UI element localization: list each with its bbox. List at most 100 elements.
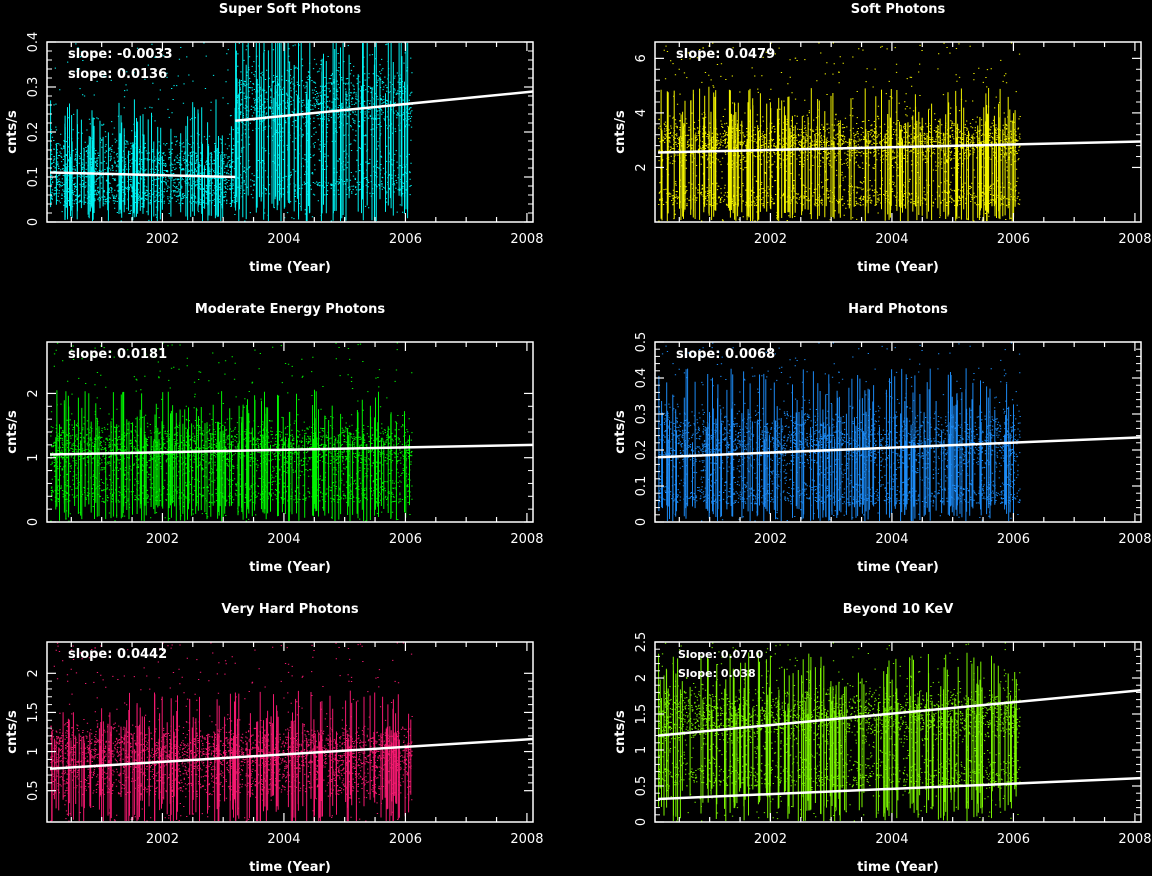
x-tick-label: 2006 — [389, 232, 422, 247]
y-axis-label: cnts/s — [613, 410, 628, 454]
y-tick-label: 2.5 — [634, 632, 649, 653]
chart-title: Moderate Energy Photons — [195, 302, 386, 317]
x-axis-label: time (Year) — [249, 260, 331, 275]
fit-line — [658, 140, 1142, 154]
y-tick-label: 1 — [26, 454, 41, 462]
y-tick-label: 2 — [634, 163, 649, 171]
x-tick-label: 2006 — [997, 832, 1030, 847]
chart-panel: 2002 2004 2006 2008 0 0.1 0.2 0.3 0.4 Super Soft … — [5, 2, 543, 275]
chart-panel: 2002 2004 2006 2008 0.5 1 1.5 2 Very Hard Photon… — [5, 602, 543, 875]
x-axis-label: time (Year) — [857, 560, 939, 575]
y-tick-label: 0.4 — [26, 32, 41, 53]
y-tick-label: 4 — [634, 109, 649, 117]
y-tick-label: 2 — [634, 674, 649, 682]
slope-annotation: slope: 0.0479 — [676, 47, 775, 62]
x-tick-label: 2002 — [146, 832, 179, 847]
x-tick-label: 2004 — [267, 232, 300, 247]
fit-line — [50, 443, 534, 456]
y-tick-label: 0.2 — [26, 122, 41, 143]
y-tick-label: 0.1 — [634, 476, 649, 497]
y-tick-label: 0.3 — [634, 404, 649, 425]
y-tick-label: 1.5 — [26, 702, 41, 723]
slope-annotation: slope: 0.0136 — [68, 67, 167, 82]
fit-line — [657, 436, 1142, 459]
y-tick-label: 1 — [26, 747, 41, 755]
x-tick-label: 2004 — [267, 832, 300, 847]
slope-annotation: slope: 0.0181 — [68, 347, 167, 362]
x-axis-label: time (Year) — [249, 560, 331, 575]
y-tick-label: 0 — [26, 218, 41, 226]
plot-frame — [654, 41, 1142, 223]
x-tick-label: 2008 — [510, 832, 543, 847]
y-tick-label: 0.3 — [26, 77, 41, 98]
x-tick-label: 2008 — [1118, 832, 1151, 847]
chart-title: Super Soft Photons — [219, 2, 361, 17]
x-tick-label: 2008 — [510, 532, 543, 547]
y-tick-label: 0.5 — [26, 780, 41, 801]
y-axis-label: cnts/s — [5, 710, 20, 754]
x-axis-label: time (Year) — [857, 860, 939, 875]
x-tick-label: 2002 — [754, 232, 787, 247]
y-tick-label: 0.4 — [634, 368, 649, 389]
chart-panel: 2002 2004 2006 2008 0 0.1 0.2 0.3 0.4 0.5 Hard Pho… — [613, 302, 1151, 575]
x-tick-label: 2004 — [875, 532, 908, 547]
scatter-points — [658, 342, 1021, 522]
x-tick-label: 2004 — [875, 832, 908, 847]
y-tick-label: 2 — [26, 669, 41, 677]
scatter-points — [50, 342, 413, 522]
y-tick-label: 0 — [634, 818, 649, 826]
scatter-points — [658, 42, 1021, 222]
plot-frame — [654, 641, 1142, 823]
x-tick-label: 2002 — [146, 532, 179, 547]
x-tick-label: 2002 — [146, 232, 179, 247]
fit-line — [49, 737, 534, 771]
chart-title: Soft Photons — [851, 2, 946, 17]
chart-panel: 2002 2004 2006 2008 0 1 2 Moderate Energy Photo… — [5, 302, 543, 575]
y-axis-label: cnts/s — [5, 110, 20, 154]
slope-annotation: slope: 0.0068 — [676, 347, 775, 362]
scatter-points — [50, 42, 413, 222]
scatter-points — [658, 642, 1021, 822]
chart-panel: 2002 2004 2006 2008 2 4 6 Soft Photons time (Yea… — [613, 2, 1151, 275]
slope-annotation: slope: 0.0442 — [68, 647, 167, 662]
x-tick-label: 2004 — [267, 532, 300, 547]
slope-annotation: Slope: 0.0710 — [678, 648, 764, 661]
x-tick-label: 2006 — [997, 532, 1030, 547]
x-tick-label: 2006 — [997, 232, 1030, 247]
y-tick-label: 6 — [634, 54, 649, 62]
x-tick-label: 2002 — [754, 832, 787, 847]
fit-line — [657, 688, 1142, 737]
x-tick-label: 2006 — [389, 832, 422, 847]
y-axis-label: cnts/s — [613, 710, 628, 754]
slope-annotation: slope: -0.0033 — [68, 47, 173, 62]
x-tick-label: 2004 — [875, 232, 908, 247]
chart-title: Beyond 10 KeV — [843, 602, 954, 617]
x-axis-label: time (Year) — [857, 260, 939, 275]
fit-line — [50, 171, 236, 179]
fit-line — [235, 90, 534, 122]
fit-line — [657, 776, 1142, 801]
y-tick-label: 1 — [634, 746, 649, 754]
y-tick-label: 0 — [634, 518, 649, 526]
plot-frame — [654, 341, 1142, 523]
y-tick-label: 0 — [26, 518, 41, 526]
x-tick-label: 2002 — [754, 532, 787, 547]
y-tick-label: 0.2 — [634, 440, 649, 461]
scatter-points — [50, 642, 413, 822]
y-axis-label: cnts/s — [613, 110, 628, 154]
x-tick-label: 2008 — [510, 232, 543, 247]
y-tick-label: 0.5 — [634, 776, 649, 797]
y-tick-label: 0.5 — [634, 332, 649, 353]
chart-title: Very Hard Photons — [221, 602, 359, 617]
y-tick-label: 2 — [26, 389, 41, 397]
y-axis-label: cnts/s — [5, 410, 20, 454]
y-tick-label: 0.1 — [26, 167, 41, 188]
chart-panel: 2002 2004 2006 2008 0 0.5 1 1.5 2 2.5 Beyond 10 Ke… — [613, 602, 1151, 875]
slope-annotation: Slope: 0.038 — [678, 667, 756, 680]
y-tick-label: 1.5 — [634, 704, 649, 725]
x-tick-label: 2006 — [389, 532, 422, 547]
x-axis-label: time (Year) — [249, 860, 331, 875]
plot-frame — [46, 641, 534, 823]
chart-title: Hard Photons — [848, 302, 948, 317]
